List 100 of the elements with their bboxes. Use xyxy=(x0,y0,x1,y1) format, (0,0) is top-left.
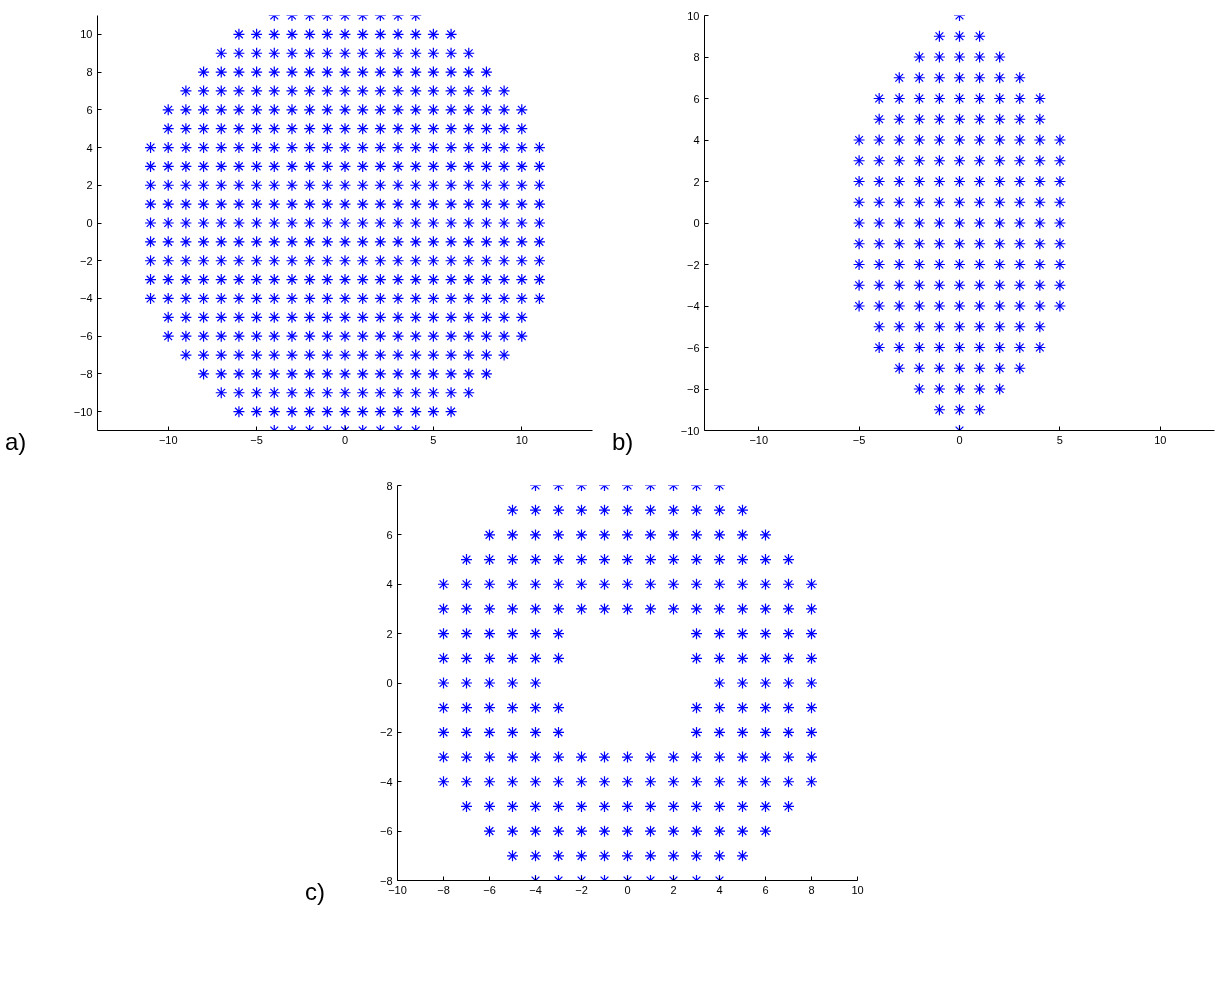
point xyxy=(197,330,210,343)
point xyxy=(437,602,450,616)
point xyxy=(853,154,866,167)
point xyxy=(933,71,946,84)
point xyxy=(529,652,542,665)
point xyxy=(529,528,542,541)
point xyxy=(437,726,450,739)
point xyxy=(409,311,422,324)
point xyxy=(873,320,886,333)
point xyxy=(552,701,565,714)
point xyxy=(197,160,210,173)
point xyxy=(374,330,387,343)
point xyxy=(462,65,475,79)
y-tick-label: 0 xyxy=(693,217,700,229)
point xyxy=(498,273,511,286)
point xyxy=(690,578,703,591)
point xyxy=(933,50,946,64)
point xyxy=(197,235,210,248)
point xyxy=(268,405,281,418)
point xyxy=(515,235,528,248)
point xyxy=(533,141,546,154)
point xyxy=(529,504,542,517)
point xyxy=(197,198,210,211)
point xyxy=(250,405,263,418)
point xyxy=(1013,175,1026,188)
point xyxy=(250,216,263,230)
point xyxy=(480,198,493,211)
point xyxy=(506,676,519,690)
point xyxy=(162,292,175,305)
text: a) xyxy=(5,427,27,457)
point xyxy=(480,367,493,381)
point xyxy=(973,403,986,416)
point xyxy=(460,602,473,616)
point xyxy=(462,198,475,211)
point xyxy=(444,292,458,305)
point xyxy=(268,348,281,362)
point xyxy=(409,160,422,173)
point xyxy=(162,330,175,343)
point xyxy=(736,676,749,690)
point xyxy=(893,113,906,126)
point xyxy=(913,113,926,126)
point xyxy=(1053,299,1066,313)
point xyxy=(303,28,316,41)
point xyxy=(374,84,387,98)
point xyxy=(179,273,192,286)
point xyxy=(506,578,519,591)
point xyxy=(268,179,281,192)
point xyxy=(285,235,299,248)
point xyxy=(285,160,299,173)
point xyxy=(913,237,926,250)
point xyxy=(391,103,405,116)
point xyxy=(736,553,749,566)
point xyxy=(303,216,316,230)
point xyxy=(913,299,926,313)
point xyxy=(1013,362,1026,375)
point xyxy=(973,50,986,64)
point xyxy=(215,292,228,305)
point xyxy=(250,65,263,79)
point xyxy=(215,122,228,135)
point xyxy=(805,775,818,788)
x-tick-label: 2 xyxy=(670,883,677,896)
point xyxy=(427,254,440,267)
point xyxy=(782,775,795,788)
y-tick-label: −4 xyxy=(379,775,393,788)
point xyxy=(303,122,316,135)
point xyxy=(285,216,299,230)
point xyxy=(993,71,1006,84)
point xyxy=(356,28,369,41)
point xyxy=(1053,279,1066,292)
point xyxy=(197,179,210,192)
point xyxy=(690,726,703,739)
point xyxy=(893,341,906,354)
point xyxy=(713,528,726,541)
point xyxy=(759,676,772,690)
point xyxy=(460,775,473,788)
point xyxy=(391,235,405,248)
point xyxy=(529,750,542,764)
point xyxy=(621,750,634,764)
point xyxy=(1053,175,1066,188)
point xyxy=(933,154,946,167)
point xyxy=(480,348,493,362)
point xyxy=(303,103,316,116)
point xyxy=(462,179,475,192)
point xyxy=(690,504,703,517)
point xyxy=(250,235,263,248)
point xyxy=(480,292,493,305)
point xyxy=(953,403,966,416)
point xyxy=(374,292,387,305)
point xyxy=(356,65,369,79)
point xyxy=(644,849,657,862)
y-tick-label: 6 xyxy=(86,103,93,116)
point xyxy=(853,237,866,250)
point xyxy=(427,198,440,211)
point xyxy=(575,775,588,788)
point xyxy=(250,330,263,343)
point xyxy=(667,528,680,541)
point xyxy=(480,141,493,154)
point xyxy=(444,65,458,79)
point xyxy=(498,160,511,173)
point xyxy=(374,65,387,79)
